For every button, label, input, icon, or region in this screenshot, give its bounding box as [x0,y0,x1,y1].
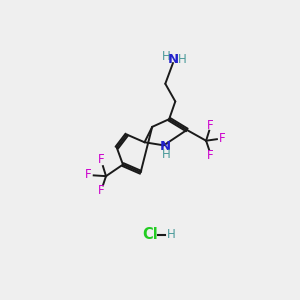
Text: F: F [219,132,226,145]
Text: F: F [98,184,105,197]
Text: F: F [85,168,92,181]
Text: N: N [168,53,179,66]
Text: H: H [162,148,170,161]
Text: Cl: Cl [142,227,158,242]
Text: F: F [207,119,213,132]
Text: F: F [98,154,105,166]
Text: H: H [167,228,176,241]
Text: N: N [160,140,171,153]
Text: H: H [162,50,170,63]
Text: F: F [207,149,213,162]
Text: H: H [178,53,187,66]
